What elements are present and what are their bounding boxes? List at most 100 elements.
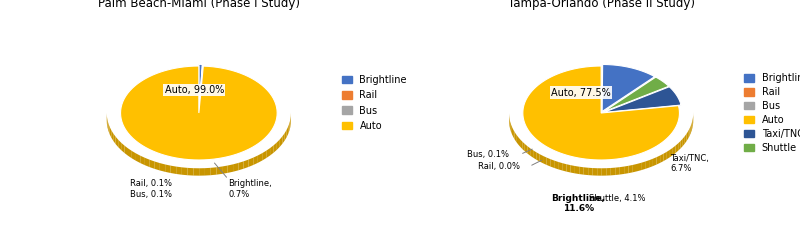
Polygon shape xyxy=(570,165,575,173)
Polygon shape xyxy=(514,132,516,142)
Polygon shape xyxy=(536,152,539,161)
Polygon shape xyxy=(597,168,602,176)
Polygon shape xyxy=(624,166,629,174)
Polygon shape xyxy=(199,168,205,176)
Polygon shape xyxy=(254,155,258,165)
Polygon shape xyxy=(690,123,692,133)
Polygon shape xyxy=(610,168,615,175)
Polygon shape xyxy=(511,124,512,134)
Polygon shape xyxy=(136,153,140,163)
Text: Taxi/TNC,
6.7%: Taxi/TNC, 6.7% xyxy=(670,154,709,173)
Text: Rail, 0.1%
Bus, 0.1%: Rail, 0.1% Bus, 0.1% xyxy=(130,179,172,199)
Polygon shape xyxy=(629,165,633,173)
Polygon shape xyxy=(249,158,254,167)
Polygon shape xyxy=(688,129,690,139)
Polygon shape xyxy=(520,139,522,149)
Polygon shape xyxy=(663,152,667,161)
Polygon shape xyxy=(637,163,641,171)
Polygon shape xyxy=(121,143,125,153)
Polygon shape xyxy=(562,163,566,171)
Polygon shape xyxy=(660,154,663,163)
Legend: Brightline, Rail, Bus, Auto, Taxi/TNC, Shuttle: Brightline, Rail, Bus, Auto, Taxi/TNC, S… xyxy=(744,73,800,153)
Polygon shape xyxy=(525,144,527,154)
Polygon shape xyxy=(107,120,108,131)
Polygon shape xyxy=(187,168,194,175)
Polygon shape xyxy=(210,167,217,175)
Polygon shape xyxy=(285,130,286,140)
Polygon shape xyxy=(262,151,266,161)
Polygon shape xyxy=(512,127,513,137)
Polygon shape xyxy=(182,167,187,175)
Polygon shape xyxy=(280,136,282,147)
Polygon shape xyxy=(633,164,637,172)
Polygon shape xyxy=(176,167,182,175)
Polygon shape xyxy=(274,142,277,153)
Polygon shape xyxy=(579,167,584,175)
Polygon shape xyxy=(602,65,654,111)
Polygon shape xyxy=(676,143,678,153)
Polygon shape xyxy=(539,154,543,163)
Polygon shape xyxy=(566,164,570,172)
Polygon shape xyxy=(522,142,525,151)
Polygon shape xyxy=(554,161,558,169)
Polygon shape xyxy=(111,130,114,141)
Polygon shape xyxy=(194,168,199,176)
Polygon shape xyxy=(170,166,176,174)
Polygon shape xyxy=(266,148,270,158)
Polygon shape xyxy=(114,134,115,144)
Polygon shape xyxy=(602,168,606,176)
Polygon shape xyxy=(667,150,670,159)
Polygon shape xyxy=(649,159,653,168)
Polygon shape xyxy=(286,127,288,137)
Polygon shape xyxy=(575,166,579,174)
Polygon shape xyxy=(645,160,649,169)
Polygon shape xyxy=(160,163,165,172)
Polygon shape xyxy=(205,168,210,175)
Polygon shape xyxy=(653,157,657,166)
Polygon shape xyxy=(145,158,150,167)
Polygon shape xyxy=(238,161,243,170)
Polygon shape xyxy=(154,161,160,171)
Polygon shape xyxy=(108,123,110,134)
Polygon shape xyxy=(543,156,546,165)
Polygon shape xyxy=(125,146,128,156)
Polygon shape xyxy=(523,66,679,160)
Polygon shape xyxy=(115,137,118,147)
Polygon shape xyxy=(558,162,562,171)
Polygon shape xyxy=(641,161,645,170)
Polygon shape xyxy=(681,139,682,148)
Text: Brightline,
11.6%: Brightline, 11.6% xyxy=(551,194,605,213)
Polygon shape xyxy=(199,64,202,111)
Polygon shape xyxy=(233,163,238,172)
Polygon shape xyxy=(165,164,170,173)
Polygon shape xyxy=(243,160,249,169)
Polygon shape xyxy=(282,133,285,144)
Polygon shape xyxy=(588,168,593,175)
Polygon shape xyxy=(682,136,685,146)
Polygon shape xyxy=(518,137,520,147)
Text: Rail, 0.0%: Rail, 0.0% xyxy=(478,162,520,171)
Polygon shape xyxy=(615,167,620,175)
Polygon shape xyxy=(550,159,554,168)
Polygon shape xyxy=(673,146,676,155)
Title: Palm Beach-Miami (Phase I Study): Palm Beach-Miami (Phase I Study) xyxy=(98,0,300,10)
Polygon shape xyxy=(110,127,111,137)
Text: Bus, 0.1%: Bus, 0.1% xyxy=(467,150,509,159)
Title: Tampa-Orlando (Phase II Study): Tampa-Orlando (Phase II Study) xyxy=(508,0,694,10)
Polygon shape xyxy=(277,139,280,150)
Polygon shape xyxy=(288,123,290,134)
Text: Shuttle, 4.1%: Shuttle, 4.1% xyxy=(590,194,646,203)
Polygon shape xyxy=(527,146,530,156)
Polygon shape xyxy=(685,134,686,144)
Polygon shape xyxy=(593,168,597,176)
Polygon shape xyxy=(228,164,233,173)
Polygon shape xyxy=(132,151,136,161)
Polygon shape xyxy=(678,141,681,151)
Polygon shape xyxy=(199,64,203,111)
Text: Auto, 99.0%: Auto, 99.0% xyxy=(165,85,224,95)
Text: Auto, 77.5%: Auto, 77.5% xyxy=(551,88,610,98)
Polygon shape xyxy=(670,148,673,157)
Polygon shape xyxy=(533,150,536,160)
Polygon shape xyxy=(603,77,669,112)
Polygon shape xyxy=(604,87,681,112)
